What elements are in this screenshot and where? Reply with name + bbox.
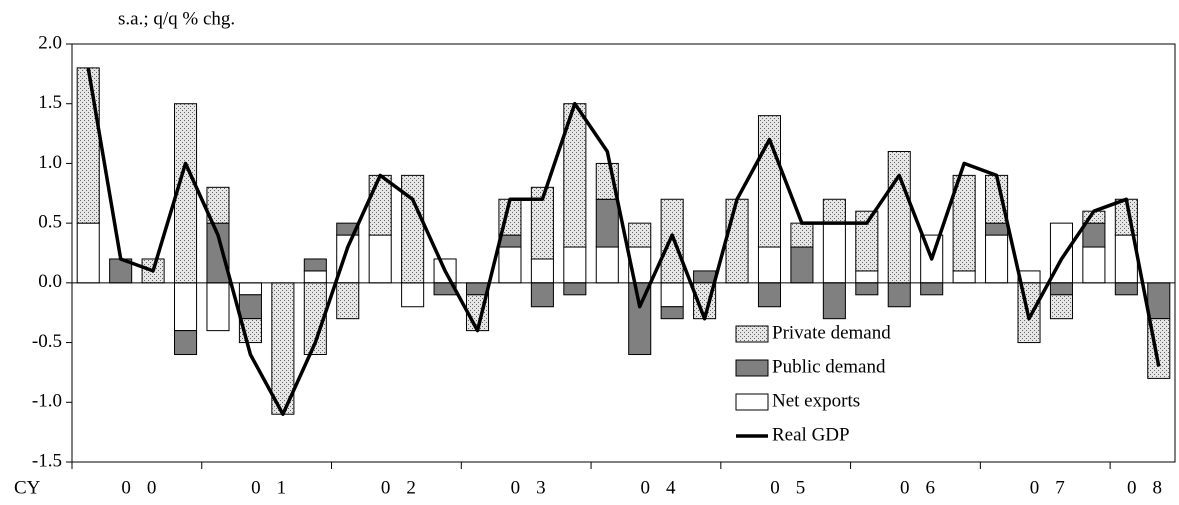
bar-segment xyxy=(238,294,262,320)
bar-segment xyxy=(401,282,425,308)
y-tick-label: -1.5 xyxy=(32,450,62,471)
bar-segment xyxy=(985,234,1009,284)
y-axis-label: s.a.; q/q % chg. xyxy=(118,8,235,29)
bar-segment xyxy=(336,282,360,320)
plot-frame xyxy=(71,43,1176,463)
gdp-line xyxy=(86,67,1161,416)
x-tick-label: 04 xyxy=(640,477,691,498)
x-tick-label: 07 xyxy=(1030,477,1081,498)
bar-segment xyxy=(336,222,360,236)
legend-label: Public demand xyxy=(772,356,886,377)
bar-segment xyxy=(76,67,100,224)
y-tick-label: 2.0 xyxy=(38,32,62,53)
legend-label: Real GDP xyxy=(772,424,850,445)
bar-segment xyxy=(336,234,360,284)
bar-segment xyxy=(174,282,198,332)
bar-segment xyxy=(1082,246,1106,284)
bar-segment xyxy=(303,270,327,284)
x-tick-label: 03 xyxy=(511,477,562,498)
bar-segment xyxy=(563,282,587,296)
bar-segment xyxy=(757,115,782,248)
x-tick-label: 05 xyxy=(770,477,821,498)
bar-segment xyxy=(660,282,684,308)
bar-segment xyxy=(1049,282,1073,296)
x-tick-label: 06 xyxy=(900,477,951,498)
y-tick-label: 0.0 xyxy=(38,271,62,292)
bar-segment xyxy=(174,330,198,356)
bar-segment xyxy=(920,282,944,296)
bar-segment xyxy=(822,222,846,284)
bar-segment xyxy=(206,282,230,332)
bar-segment xyxy=(530,186,554,260)
x-tick-label: 02 xyxy=(381,477,432,498)
bar-segment xyxy=(76,222,100,284)
y-tick-label: 1.0 xyxy=(38,152,62,173)
x-tick-label: 01 xyxy=(251,477,302,498)
bar-segment xyxy=(368,174,392,236)
legend-swatch xyxy=(735,393,769,411)
bar-segment xyxy=(530,282,554,308)
bar-segment xyxy=(822,198,846,224)
bar-segment xyxy=(855,210,879,272)
bar-segment xyxy=(790,222,814,248)
x-prefix: CY xyxy=(14,477,41,498)
bar-segment xyxy=(660,198,684,284)
bar-segment xyxy=(757,246,782,284)
bar-segment xyxy=(303,258,327,272)
bar-segment xyxy=(790,246,814,284)
y-tick-label: 1.5 xyxy=(38,92,62,113)
bar-segment xyxy=(1147,282,1171,320)
x-tick-label: 00 xyxy=(121,477,172,498)
bar-segment xyxy=(757,282,782,308)
bar-segment xyxy=(628,222,652,248)
bar-segment xyxy=(855,270,879,284)
bar-segment xyxy=(1082,222,1106,248)
bar-segment xyxy=(595,198,619,248)
bar-segment xyxy=(855,282,879,296)
legend-swatch xyxy=(735,325,769,343)
bar-segment xyxy=(530,258,554,284)
bar-segment xyxy=(887,282,911,308)
bar-segment xyxy=(822,282,846,320)
bar-segment xyxy=(725,198,749,284)
legend-swatch xyxy=(735,359,769,377)
bar-segment xyxy=(887,150,911,284)
x-tick-label: 08 xyxy=(1127,477,1178,498)
bar-segment xyxy=(1114,282,1138,296)
bar-segment xyxy=(206,186,230,224)
bar-segment xyxy=(985,222,1009,236)
y-tick-label: 0.5 xyxy=(38,212,62,233)
bar-segment xyxy=(660,306,684,320)
bar-segment xyxy=(563,246,587,284)
y-tick-label: -1.0 xyxy=(32,391,62,412)
bar-segment xyxy=(498,246,522,284)
bar-segment xyxy=(952,174,976,272)
bar-segment xyxy=(368,234,392,284)
bar-segment xyxy=(952,270,976,284)
bar-segment xyxy=(595,246,619,284)
bar-segment xyxy=(693,270,717,284)
y-tick-label: -0.5 xyxy=(32,331,62,352)
legend-label: Private demand xyxy=(772,322,891,343)
bar-segment xyxy=(1049,294,1073,320)
legend-label: Net exports xyxy=(772,390,860,411)
bar-segment xyxy=(238,282,262,296)
